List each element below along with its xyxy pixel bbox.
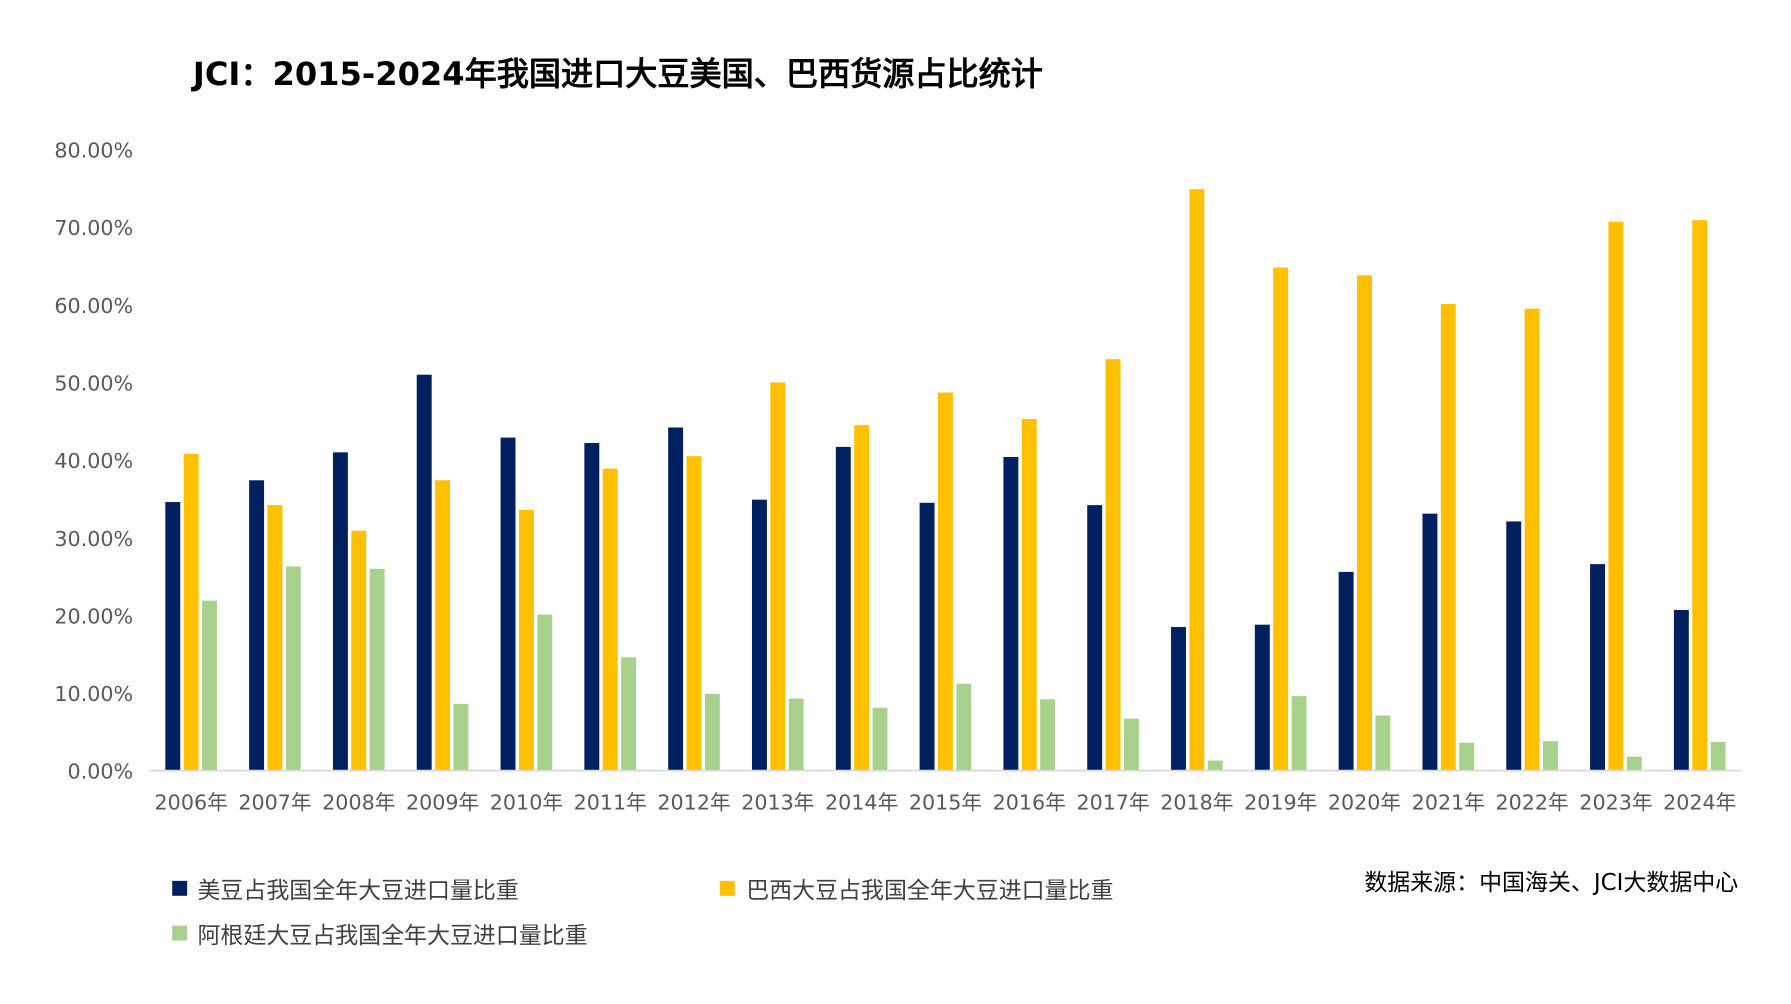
bar-argentina-2011年 bbox=[621, 657, 637, 771]
x-tick-label: 2022年 bbox=[1495, 791, 1568, 815]
legend-swatch-us bbox=[172, 880, 188, 896]
bar-brazil-2024年 bbox=[1692, 220, 1708, 771]
bar-argentina-2023年 bbox=[1626, 756, 1642, 771]
bar-argentina-2022年 bbox=[1543, 741, 1558, 771]
bar-brazil-2008年 bbox=[351, 530, 367, 771]
x-tick-label: 2015年 bbox=[909, 791, 982, 815]
bar-brazil-2020年 bbox=[1357, 275, 1372, 771]
bar-argentina-2020年 bbox=[1375, 715, 1391, 771]
y-tick-label: 30.00% bbox=[54, 527, 133, 551]
x-tick-label: 2024年 bbox=[1663, 791, 1736, 815]
bar-brazil-2006年 bbox=[183, 453, 199, 771]
bar-brazil-2012年 bbox=[686, 456, 702, 771]
bar-us-2011年 bbox=[584, 443, 600, 771]
bar-us-2015年 bbox=[919, 502, 935, 771]
bar-brazil-2017年 bbox=[1105, 359, 1121, 771]
bar-us-2014年 bbox=[835, 446, 851, 771]
bar-us-2007年 bbox=[249, 480, 265, 771]
x-tick-label: 2018年 bbox=[1160, 791, 1233, 815]
bar-us-2023年 bbox=[1590, 564, 1606, 771]
bar-brazil-2015年 bbox=[937, 392, 953, 771]
x-tick-label: 2016年 bbox=[993, 791, 1066, 815]
bar-us-2017年 bbox=[1087, 505, 1103, 771]
x-tick-label: 2011年 bbox=[574, 791, 647, 815]
y-tick-label: 10.00% bbox=[54, 682, 133, 706]
bar-us-2018年 bbox=[1171, 627, 1186, 771]
x-tick-label: 2023年 bbox=[1579, 791, 1652, 815]
x-tick-label: 2014年 bbox=[825, 791, 898, 815]
x-tick-label: 2019年 bbox=[1244, 791, 1317, 815]
bar-argentina-2012年 bbox=[704, 693, 720, 771]
bar-brazil-2013年 bbox=[770, 382, 786, 771]
y-tick-label: 50.00% bbox=[54, 371, 133, 395]
bar-argentina-2009年 bbox=[453, 703, 469, 771]
bar-us-2010年 bbox=[500, 437, 516, 771]
legend-label-us: 美豆占我国全年大豆进口量比重 bbox=[197, 878, 518, 904]
bar-argentina-2010年 bbox=[537, 614, 553, 771]
bar-argentina-2013年 bbox=[788, 698, 804, 771]
x-tick-label: 2010年 bbox=[490, 791, 563, 815]
bar-argentina-2006年 bbox=[202, 600, 217, 771]
y-tick-label: 20.00% bbox=[54, 604, 133, 628]
bar-argentina-2014年 bbox=[872, 707, 888, 771]
x-tick-label: 2017年 bbox=[1076, 791, 1149, 815]
bar-us-2016年 bbox=[1003, 456, 1019, 771]
bar-argentina-2008年 bbox=[369, 568, 385, 771]
x-tick-label: 2013年 bbox=[741, 791, 814, 815]
bar-argentina-2015年 bbox=[956, 683, 972, 771]
bar-brazil-2021年 bbox=[1440, 304, 1456, 771]
x-tick-label: 2009年 bbox=[406, 791, 479, 815]
bar-argentina-2017年 bbox=[1123, 718, 1139, 771]
bar-us-2019年 bbox=[1254, 624, 1270, 771]
legend: 美豆占我国全年大豆进口量比重 巴西大豆占我国全年大豆进口量比重 阿根廷大豆占我国… bbox=[172, 878, 1114, 949]
bar-us-2024年 bbox=[1673, 609, 1689, 771]
x-tick-label: 2021年 bbox=[1412, 791, 1485, 815]
bar-us-2012年 bbox=[668, 427, 684, 771]
y-tick-label: 0.00% bbox=[68, 760, 134, 784]
bar-argentina-2024年 bbox=[1710, 741, 1726, 771]
bar-brazil-2022年 bbox=[1524, 308, 1540, 771]
data-source: 数据来源：中国海关、JCI大数据中心 bbox=[1364, 870, 1738, 896]
bar-argentina-2021年 bbox=[1459, 742, 1475, 771]
y-tick-label: 70.00% bbox=[54, 216, 133, 240]
bar-argentina-2019年 bbox=[1291, 696, 1307, 771]
bar-us-2009年 bbox=[416, 374, 432, 771]
y-tick-label: 60.00% bbox=[54, 294, 133, 318]
bar-argentina-2007年 bbox=[285, 566, 301, 771]
legend-swatch-argentina bbox=[172, 925, 188, 941]
bar-brazil-2010年 bbox=[518, 509, 534, 771]
y-tick-label: 80.00% bbox=[54, 139, 133, 163]
legend-label-brazil: 巴西大豆占我国全年大豆进口量比重 bbox=[746, 878, 1113, 904]
y-tick-label: 40.00% bbox=[54, 449, 133, 473]
x-tick-label: 2006年 bbox=[155, 791, 228, 815]
bar-us-2013年 bbox=[751, 499, 767, 771]
x-tick-label: 2008年 bbox=[322, 791, 395, 815]
bar-brazil-2019年 bbox=[1273, 267, 1289, 771]
bar-us-2022年 bbox=[1506, 521, 1522, 771]
bar-us-2008年 bbox=[332, 452, 348, 771]
x-tick-label: 2012年 bbox=[657, 791, 730, 815]
x-tick-label: 2020年 bbox=[1328, 791, 1401, 815]
bar-argentina-2016年 bbox=[1040, 699, 1056, 771]
bar-us-2021年 bbox=[1422, 513, 1438, 771]
chart-title: JCI：2015-2024年我国进口大豆美国、巴西货源占比统计 bbox=[191, 55, 1043, 93]
bar-brazil-2018年 bbox=[1189, 189, 1205, 771]
bar-brazil-2007年 bbox=[267, 505, 283, 771]
bar-brazil-2009年 bbox=[435, 480, 451, 771]
x-tick-label: 2007年 bbox=[238, 791, 311, 815]
bar-us-2006年 bbox=[165, 502, 181, 771]
legend-label-argentina: 阿根廷大豆占我国全年大豆进口量比重 bbox=[197, 923, 587, 949]
bar-brazil-2023年 bbox=[1608, 221, 1624, 771]
bar-brazil-2014年 bbox=[854, 425, 870, 771]
bar-us-2020年 bbox=[1338, 571, 1354, 771]
bar-brazil-2011年 bbox=[602, 468, 618, 771]
bar-argentina-2018年 bbox=[1207, 760, 1223, 771]
legend-swatch-brazil bbox=[719, 880, 735, 896]
bar-brazil-2016年 bbox=[1021, 418, 1037, 771]
